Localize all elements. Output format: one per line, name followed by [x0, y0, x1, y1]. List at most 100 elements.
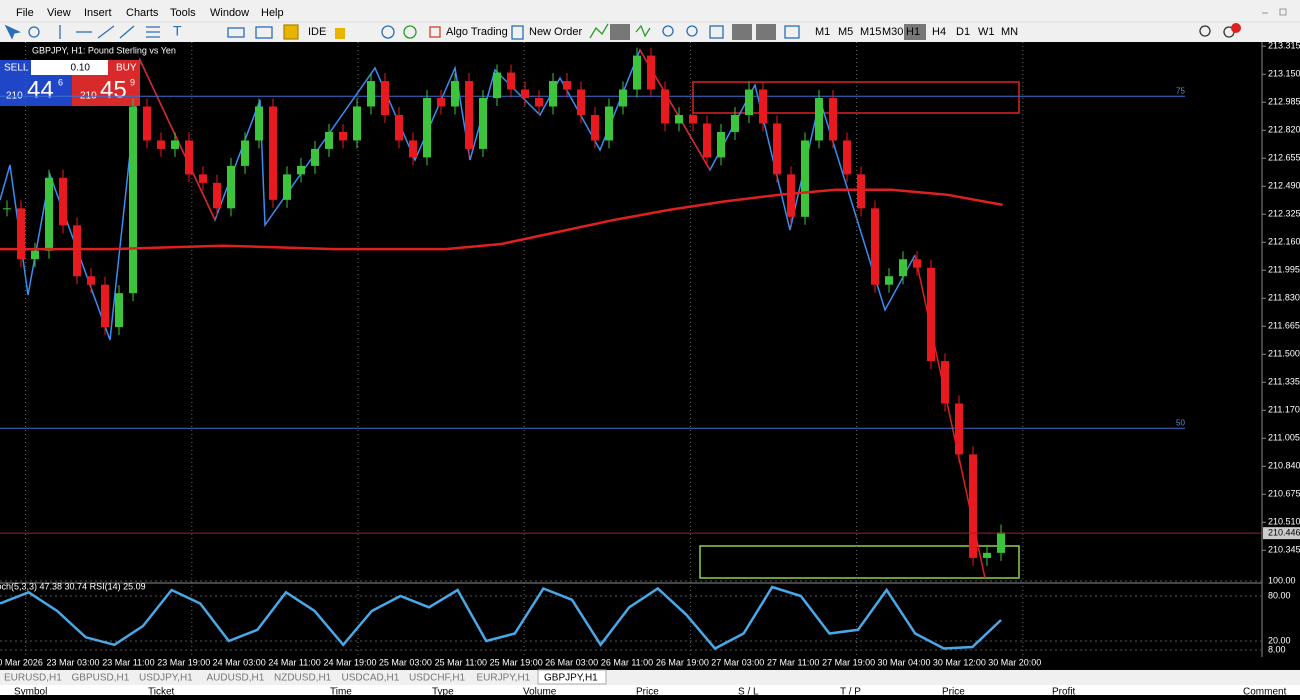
- candle: [885, 276, 893, 285]
- table-header: Symbol: [14, 687, 47, 695]
- candle: [941, 361, 949, 404]
- ask-box[interactable]: [72, 75, 140, 106]
- price-tick-label: 210.840: [1268, 461, 1300, 471]
- moving-average: [0, 188, 1003, 251]
- candle: [241, 140, 249, 166]
- timeframe-button[interactable]: D1: [956, 26, 970, 38]
- time-label: 25 Mar 19:00: [490, 657, 543, 667]
- osc-tick-label: 20.00: [1268, 635, 1291, 645]
- current-price-label: 210.446: [1268, 528, 1300, 538]
- candle: [73, 225, 81, 277]
- price-tick-label: 210.510: [1268, 517, 1300, 527]
- candle: [717, 131, 725, 158]
- top-bars: [0, 0, 1300, 42]
- timeframe-button[interactable]: MN: [1001, 26, 1018, 38]
- candle: [395, 114, 403, 141]
- ide-button[interactable]: IDE: [308, 26, 326, 38]
- candle: [997, 532, 1005, 553]
- candle: [465, 81, 473, 149]
- timeframe-button[interactable]: M1: [815, 26, 830, 38]
- candle: [507, 72, 515, 90]
- candle: [759, 89, 767, 124]
- timeframe-button[interactable]: H1: [906, 26, 920, 38]
- ask-main: 45: [100, 76, 127, 103]
- symbol-tab[interactable]: USDCHF,H1: [409, 673, 466, 684]
- candle: [535, 98, 543, 107]
- price-tick-label: 211.005: [1268, 433, 1300, 443]
- symbol-tab[interactable]: USDCAD,H1: [342, 673, 400, 684]
- menu-item[interactable]: Help: [261, 7, 284, 19]
- buy-button[interactable]: [108, 60, 140, 75]
- time-label: 27 Mar 03:00: [711, 657, 764, 667]
- price-tick-label: 210.345: [1268, 545, 1300, 555]
- time-label: 23 Mar 03:00: [46, 657, 99, 667]
- menu-item[interactable]: Tools: [170, 7, 196, 19]
- price-tick-label: 210.675: [1268, 489, 1300, 499]
- time-label: 23 Mar 11:00: [102, 657, 154, 667]
- price-tick-label: 212.820: [1268, 125, 1300, 135]
- symbol-tab[interactable]: AUDUSD,H1: [207, 673, 265, 684]
- buy-label[interactable]: BUY: [116, 63, 137, 74]
- time-label: 25 Mar 11:00: [435, 657, 487, 667]
- symbol-tab[interactable]: EURJPY,H1: [477, 673, 531, 684]
- menu-item[interactable]: View: [47, 7, 71, 19]
- sell-label[interactable]: SELL: [4, 63, 29, 74]
- timeframe-button[interactable]: M30: [882, 26, 903, 38]
- toolbar-icons: T: [4, 23, 1241, 40]
- candle: [479, 98, 487, 149]
- candle: [619, 89, 627, 107]
- ask-small: 9: [130, 77, 135, 87]
- candle: [87, 276, 95, 285]
- timeframe-button[interactable]: H4: [932, 26, 946, 38]
- candle: [857, 174, 865, 209]
- candle: [423, 98, 431, 158]
- symbol-tab[interactable]: GBPJPY,H1: [544, 673, 598, 684]
- table-header: Profit: [1052, 687, 1076, 695]
- window-buttons: [1262, 8, 1287, 16]
- symbol-tab[interactable]: USDJPY,H1: [139, 673, 193, 684]
- table-header: Volume: [523, 687, 557, 695]
- candle: [969, 454, 977, 558]
- symbol-tab[interactable]: EURUSD,H1: [4, 673, 62, 684]
- menu-item[interactable]: Insert: [84, 7, 112, 19]
- candle: [409, 140, 417, 158]
- bid-box[interactable]: [0, 75, 72, 106]
- time-label: 24 Mar 19:00: [323, 657, 376, 667]
- price-tick-label: 212.325: [1268, 209, 1300, 219]
- candle: [101, 284, 109, 328]
- tab-bar: [0, 670, 1300, 685]
- timeframe-button[interactable]: M15: [860, 26, 881, 38]
- bid-main: 44: [27, 76, 54, 103]
- symbol-tab[interactable]: GBPUSD,H1: [72, 673, 130, 684]
- candle: [787, 174, 795, 217]
- time-label: 26 Mar 03:00: [545, 657, 598, 667]
- candle: [815, 98, 823, 141]
- candle: [703, 123, 711, 158]
- fib-level-label: 50: [1176, 418, 1185, 427]
- candle: [171, 140, 179, 149]
- menu-item[interactable]: Charts: [126, 7, 159, 19]
- candle: [871, 208, 879, 285]
- sell-button[interactable]: [0, 60, 31, 75]
- table-header-bar: [0, 685, 1300, 695]
- candle: [437, 98, 445, 107]
- plot-area: [0, 42, 1262, 657]
- price-tick-label: 212.655: [1268, 153, 1300, 163]
- symbol-tab[interactable]: NZDUSD,H1: [274, 673, 332, 684]
- volume[interactable]: 0.10: [71, 63, 91, 74]
- candle: [115, 293, 123, 328]
- candle: [633, 55, 641, 90]
- menu-item[interactable]: Window: [210, 7, 249, 19]
- candle: [563, 81, 571, 90]
- volume-box[interactable]: [31, 60, 108, 75]
- candle: [829, 98, 837, 141]
- zigzag-down: [139, 59, 216, 221]
- timeframe-button[interactable]: W1: [978, 26, 995, 38]
- timeframe-button[interactable]: M5: [838, 26, 853, 38]
- algo-trading-button[interactable]: Algo Trading: [446, 26, 508, 38]
- menu-item[interactable]: File: [16, 7, 34, 19]
- time-axis: [0, 657, 1300, 670]
- candle: [283, 174, 291, 200]
- new-order-button[interactable]: New Order: [529, 26, 583, 38]
